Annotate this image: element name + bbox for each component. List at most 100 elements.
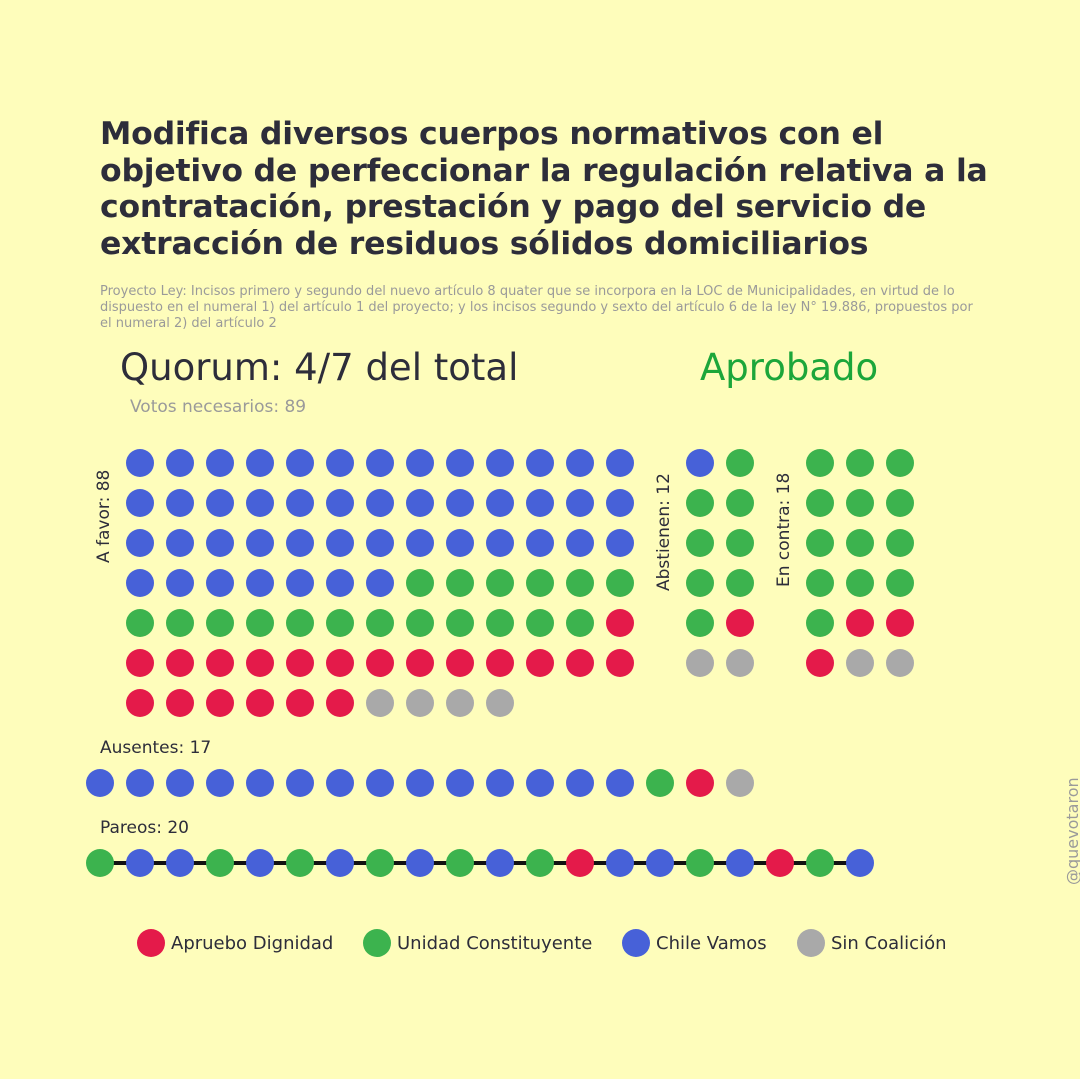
vote-dot-en_contra-unidad-constituyente: [886, 569, 914, 597]
vote-dot-a_favor-unidad-constituyente: [526, 609, 554, 637]
legend-label: Apruebo Dignidad: [171, 932, 334, 954]
vote-dot-pareos-chile-vamos: [606, 849, 634, 877]
vote-dot-pareos-chile-vamos: [126, 849, 154, 877]
vote-dot-a_favor-unidad-constituyente: [126, 609, 154, 637]
vote-dot-en_contra-sin-coalicion: [886, 649, 914, 677]
vote-dot-a_favor-unidad-constituyente: [366, 609, 394, 637]
vote-dot-a_favor-chile-vamos: [206, 449, 234, 477]
vote-dot-ausentes-chile-vamos: [606, 769, 634, 797]
vote-dot-a_favor-chile-vamos: [126, 569, 154, 597]
vote-dot-a_favor-chile-vamos: [206, 569, 234, 597]
vote-dot-a_favor-chile-vamos: [126, 449, 154, 477]
vote-dot-abstienen-unidad-constituyente: [686, 529, 714, 557]
vote-dot-ausentes-chile-vamos: [406, 769, 434, 797]
vote-dot-abstienen-unidad-constituyente: [726, 569, 754, 597]
vote-dot-a_favor-unidad-constituyente: [526, 569, 554, 597]
vote-dot-ausentes-chile-vamos: [206, 769, 234, 797]
vote-dot-abstienen-unidad-constituyente: [686, 569, 714, 597]
vote-dot-ausentes-chile-vamos: [326, 769, 354, 797]
vote-dot-a_favor-apruebo-dignidad: [246, 649, 274, 677]
vote-dot-ausentes-chile-vamos: [366, 769, 394, 797]
vote-dot-abstienen-unidad-constituyente: [686, 609, 714, 637]
legend-item-unidad-constituyente: Unidad Constituyente: [363, 928, 592, 958]
vote-dot-pareos-unidad-constituyente: [206, 849, 234, 877]
vote-dot-pareos-unidad-constituyente: [366, 849, 394, 877]
vote-dot-pareos-unidad-constituyente: [286, 849, 314, 877]
vote-dot-abstienen-unidad-constituyente: [726, 529, 754, 557]
author-handle: @quevotaron: [1063, 777, 1080, 885]
legend-item-sin-coalicion: Sin Coalición: [797, 928, 947, 958]
vote-dot-ausentes-chile-vamos: [566, 769, 594, 797]
vote-dot-a_favor-apruebo-dignidad: [326, 649, 354, 677]
vote-dot-ausentes-sin-coalicion: [726, 769, 754, 797]
vote-dot-a_favor-chile-vamos: [126, 529, 154, 557]
vote-dot-a_favor-unidad-constituyente: [566, 569, 594, 597]
vote-dot-ausentes-chile-vamos: [246, 769, 274, 797]
vote-dot-en_contra-unidad-constituyente: [886, 529, 914, 557]
vote-dot-pareos-unidad-constituyente: [806, 849, 834, 877]
vote-dot-pareos-chile-vamos: [326, 849, 354, 877]
legend-label: Chile Vamos: [656, 932, 767, 954]
vote-dot-en_contra-unidad-constituyente: [846, 449, 874, 477]
vote-dot-a_favor-chile-vamos: [166, 489, 194, 517]
status-label: Aprobado: [700, 346, 879, 389]
vote-dot-a_favor-chile-vamos: [486, 449, 514, 477]
vote-dot-pareos-chile-vamos: [406, 849, 434, 877]
vote-dot-a_favor-apruebo-dignidad: [166, 649, 194, 677]
vote-dot-ausentes-chile-vamos: [526, 769, 554, 797]
legend-swatch: [363, 929, 391, 957]
vote-dot-pareos-chile-vamos: [166, 849, 194, 877]
vote-dot-a_favor-unidad-constituyente: [566, 609, 594, 637]
vote-dot-a_favor-apruebo-dignidad: [486, 649, 514, 677]
vote-dot-en_contra-unidad-constituyente: [846, 529, 874, 557]
vote-dot-a_favor-apruebo-dignidad: [286, 649, 314, 677]
legend-label: Unidad Constituyente: [397, 932, 593, 954]
vote-dot-pareos-chile-vamos: [246, 849, 274, 877]
vote-dot-ausentes-chile-vamos: [446, 769, 474, 797]
vote-dot-ausentes-chile-vamos: [86, 769, 114, 797]
vote-dot-a_favor-apruebo-dignidad: [206, 689, 234, 717]
vote-dot-en_contra-unidad-constituyente: [806, 609, 834, 637]
vote-dot-a_favor-chile-vamos: [206, 529, 234, 557]
legend-swatch: [137, 929, 165, 957]
vote-dot-a_favor-chile-vamos: [366, 569, 394, 597]
vote-dot-a_favor-unidad-constituyente: [286, 609, 314, 637]
vote-dot-a_favor-chile-vamos: [286, 569, 314, 597]
vote-dot-a_favor-chile-vamos: [246, 449, 274, 477]
vote-dot-a_favor-chile-vamos: [286, 449, 314, 477]
quorum-label: Quorum: 4/7 del total: [120, 346, 519, 389]
vote-dot-abstienen-unidad-constituyente: [726, 449, 754, 477]
vote-dot-a_favor-apruebo-dignidad: [566, 649, 594, 677]
vote-dot-a_favor-apruebo-dignidad: [126, 649, 154, 677]
vote-dot-ausentes-chile-vamos: [166, 769, 194, 797]
vote-dot-a_favor-sin-coalicion: [486, 689, 514, 717]
vote-dot-a_favor-unidad-constituyente: [406, 569, 434, 597]
vote-dot-a_favor-chile-vamos: [326, 449, 354, 477]
vote-dot-a_favor-chile-vamos: [166, 569, 194, 597]
vote-dot-a_favor-chile-vamos: [526, 489, 554, 517]
vote-dot-a_favor-chile-vamos: [366, 449, 394, 477]
vote-dot-abstienen-chile-vamos: [686, 449, 714, 477]
vote-dot-a_favor-apruebo-dignidad: [606, 609, 634, 637]
vote-dot-a_favor-chile-vamos: [286, 529, 314, 557]
vote-dot-a_favor-unidad-constituyente: [206, 609, 234, 637]
vote-dot-pareos-chile-vamos: [726, 849, 754, 877]
vote-dot-a_favor-unidad-constituyente: [606, 569, 634, 597]
vote-dot-a_favor-chile-vamos: [406, 489, 434, 517]
vote-dot-en_contra-unidad-constituyente: [806, 449, 834, 477]
vote-dot-ausentes-chile-vamos: [286, 769, 314, 797]
chart-subtitle: Proyecto Ley: Incisos primero y segundo …: [100, 284, 973, 331]
vote-dot-a_favor-apruebo-dignidad: [126, 689, 154, 717]
vote-dot-a_favor-chile-vamos: [366, 529, 394, 557]
vote-dot-a_favor-chile-vamos: [286, 489, 314, 517]
vote-dot-a_favor-chile-vamos: [206, 489, 234, 517]
vote-dot-ausentes-apruebo-dignidad: [686, 769, 714, 797]
vote-dot-a_favor-chile-vamos: [526, 529, 554, 557]
vote-dot-a_favor-chile-vamos: [606, 449, 634, 477]
vote-dot-a_favor-chile-vamos: [406, 449, 434, 477]
vote-dot-abstienen-sin-coalicion: [686, 649, 714, 677]
vote-dot-a_favor-chile-vamos: [246, 569, 274, 597]
vote-dot-a_favor-chile-vamos: [606, 489, 634, 517]
vote-dot-a_favor-apruebo-dignidad: [526, 649, 554, 677]
